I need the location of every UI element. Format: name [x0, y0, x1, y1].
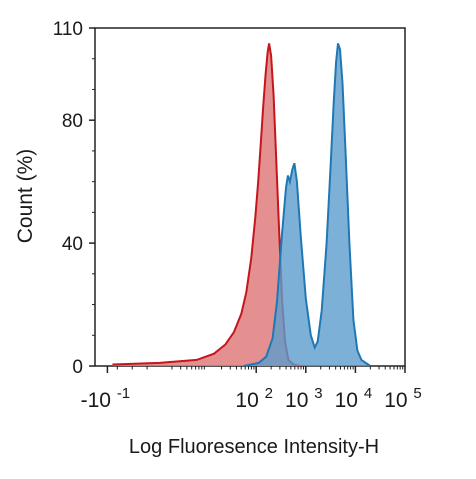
y-axis: 0 40 80 110: [53, 19, 95, 378]
x-tick-label-0: -10 -1: [81, 385, 131, 412]
series-2-line: [243, 43, 371, 367]
series-layer: [112, 43, 371, 367]
x-tick-label-2: 10 3: [285, 385, 323, 412]
x-tick-label-1: 10 2: [235, 385, 273, 412]
x-tick-label-4: 10 5: [384, 385, 422, 412]
y-axis-label: Count (%): [14, 149, 37, 244]
y-tick-label-1: 40: [62, 234, 83, 255]
x-axis: -10 -1 10 2 10 3 10 4 10 5: [81, 366, 422, 412]
y-tick-label-2: 80: [62, 111, 83, 132]
y-tick-label-3: 110: [53, 19, 83, 40]
plot-area: [94, 27, 406, 367]
x-tick-label-3: 10 4: [335, 385, 373, 412]
y-tick-label-0: 0: [72, 357, 83, 378]
series-1-area: [112, 43, 301, 367]
x-axis-label: Log Fluoresence Intensity-H: [129, 436, 379, 458]
series-2-area: [243, 43, 371, 367]
